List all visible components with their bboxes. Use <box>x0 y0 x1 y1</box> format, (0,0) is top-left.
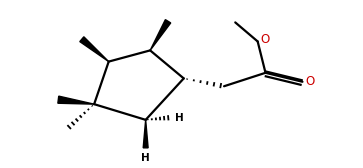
Text: H: H <box>141 153 150 163</box>
Polygon shape <box>80 37 109 62</box>
Text: O: O <box>305 75 314 88</box>
Polygon shape <box>143 120 148 148</box>
Text: O: O <box>261 33 270 46</box>
Text: H: H <box>175 113 184 123</box>
Polygon shape <box>58 96 94 104</box>
Polygon shape <box>150 20 171 50</box>
